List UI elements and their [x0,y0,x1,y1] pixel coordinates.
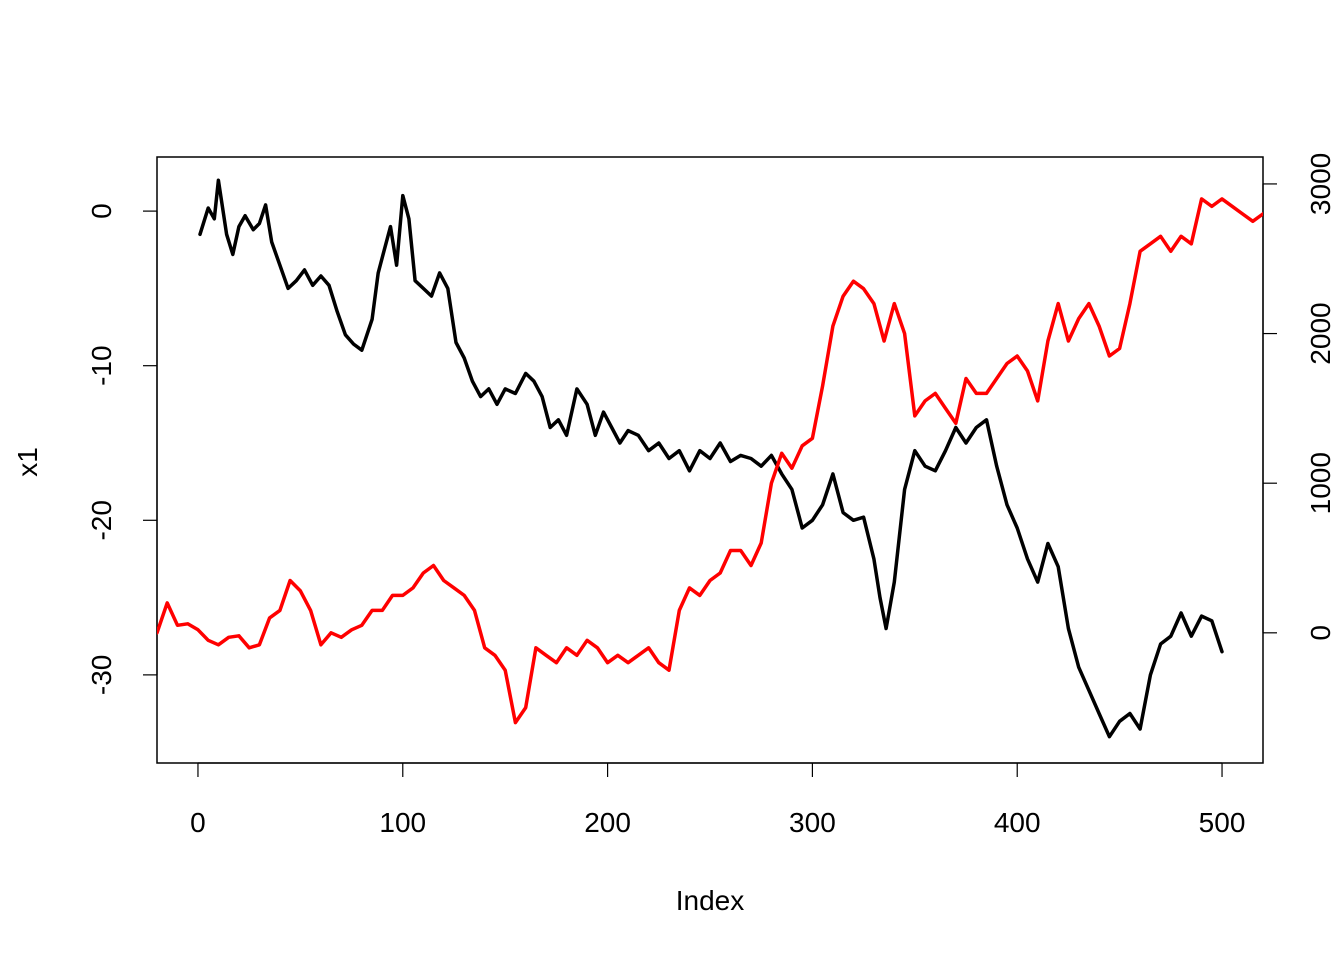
x-tick-label: 100 [379,807,426,838]
y-tick-label: -20 [86,500,117,540]
x-tick-label: 300 [789,807,836,838]
y-tick-label: -10 [86,345,117,385]
x-tick-label: 400 [994,807,1041,838]
series-line-right-axis [157,197,1263,725]
y2-tick-label: 2000 [1305,302,1336,364]
y2-tick-label: 1000 [1305,452,1336,514]
series-line-left-axis [198,178,1224,739]
y-tick-label: -30 [86,655,117,695]
y-axis-right: 0 1000 2000 3000 [1262,153,1336,641]
x-axis: 0 100 200 300 400 500 [190,762,1246,838]
series-layer [157,178,1263,739]
y-axis-left: 0 -10 -20 -30 [86,203,158,695]
x-tick-label: 0 [190,807,206,838]
x-tick-label: 200 [584,807,631,838]
x-axis-title: Index [676,885,745,916]
y2-tick-label: 3000 [1305,153,1336,215]
y-tick-label: 0 [86,203,117,219]
y2-tick-label: 0 [1305,625,1336,641]
x-tick-label: 500 [1199,807,1246,838]
y-axis-title: x1 [12,447,43,477]
